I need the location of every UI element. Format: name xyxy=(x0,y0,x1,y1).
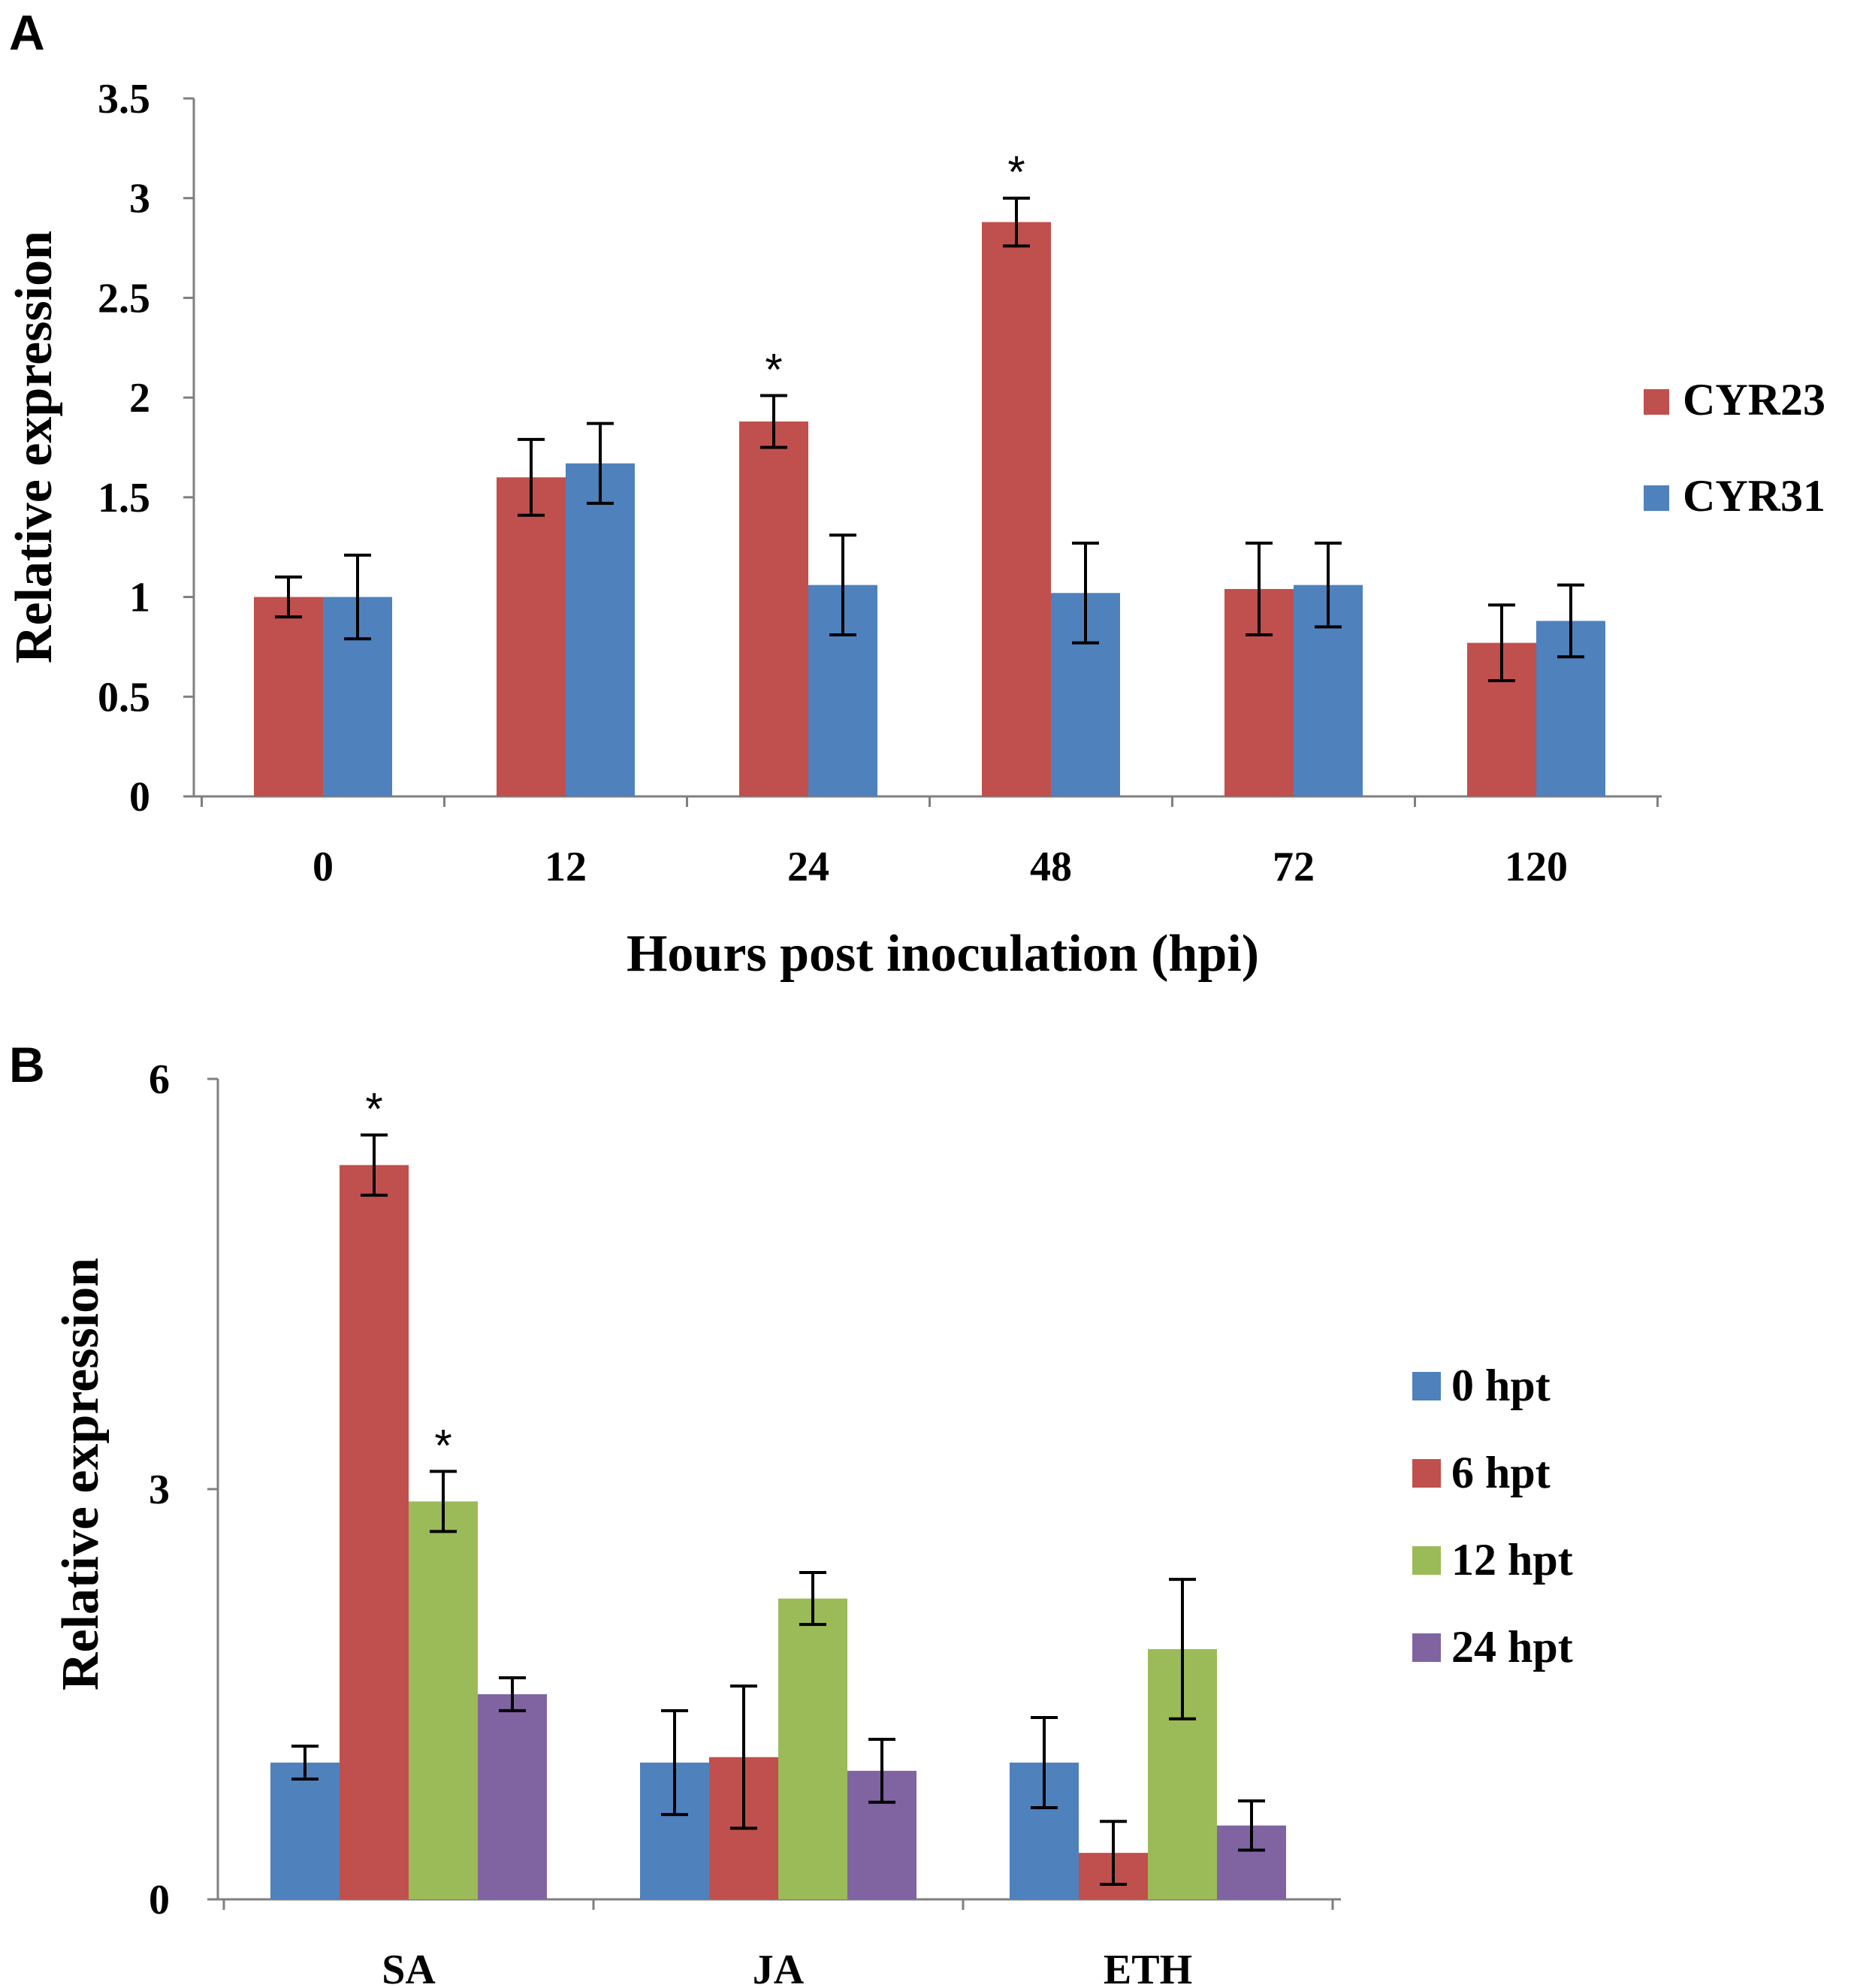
legend: 0 hpt 6 hpt 12 hpt 24 hpt xyxy=(1412,1361,1573,1672)
y-axis-title: Relative expression xyxy=(52,1258,110,1690)
x-tick-label: JA xyxy=(753,1947,805,1988)
legend-swatch xyxy=(1644,485,1669,511)
legend-label: CYR23 xyxy=(1683,375,1825,424)
significance-star: * xyxy=(765,344,782,394)
y-tick-label: 1.5 xyxy=(98,475,150,521)
legend-label: 0 hpt xyxy=(1451,1361,1551,1410)
x-axis-title: Hours post inoculation (hpi) xyxy=(627,925,1259,983)
y-tick-label: 0 xyxy=(149,1877,170,1923)
bar-6-hpt-sa xyxy=(340,1165,409,1899)
y-tick-label: 2 xyxy=(129,375,150,421)
chart-b: 0 3 6 SA JA ETH * * Relative expression 0 hpt 6 hp… xyxy=(52,1056,1573,1988)
y-tick-label: 0 xyxy=(129,774,150,820)
legend-swatch xyxy=(1644,389,1669,415)
legend-swatch xyxy=(1412,1546,1441,1575)
legend-swatch xyxy=(1412,1372,1441,1400)
legend: CYR23 CYR31 xyxy=(1644,375,1825,521)
bar-12-hpt-sa xyxy=(409,1501,478,1899)
y-tick-label: 3.5 xyxy=(98,76,150,122)
significance-star: * xyxy=(1007,147,1025,198)
legend-label: 12 hpt xyxy=(1451,1535,1573,1585)
legend-label: CYR31 xyxy=(1683,471,1825,521)
x-tick-label: SA xyxy=(382,1947,436,1988)
bar-cyr23-0 xyxy=(254,597,323,796)
bar-cyr23-48 xyxy=(982,222,1051,797)
y-tick-label: 3 xyxy=(149,1467,170,1513)
legend-swatch xyxy=(1412,1459,1441,1488)
significance-star: * xyxy=(434,1420,451,1470)
x-tick-label: 12 xyxy=(545,844,587,890)
x-tick-label: ETH xyxy=(1104,1947,1192,1988)
x-tick-label: 0 xyxy=(313,844,334,890)
x-tick-label: 72 xyxy=(1273,844,1315,890)
x-tick-label: 120 xyxy=(1505,844,1568,890)
bar-cyr23-24 xyxy=(739,421,808,796)
bar-24-hpt-sa xyxy=(478,1694,547,1899)
chart-a: 0 0.5 1 1.5 2 2.5 3 3.5 0 12 24 48 72 120 * * Hours post… xyxy=(5,76,1825,983)
y-tick-label: 1 xyxy=(129,575,150,621)
legend-swatch xyxy=(1412,1633,1441,1662)
bar-0-hpt-sa xyxy=(270,1763,340,1899)
significance-star: * xyxy=(365,1084,382,1134)
y-tick-label: 2.5 xyxy=(98,275,150,322)
bar-cyr23-12 xyxy=(497,477,566,796)
x-tick-label: 48 xyxy=(1030,844,1072,890)
y-tick-label: 3 xyxy=(129,176,150,222)
bar-12-hpt-ja xyxy=(778,1598,847,1899)
legend-label: 6 hpt xyxy=(1451,1448,1551,1497)
panel-letter-b: B xyxy=(9,1037,45,1092)
x-tick-label: 24 xyxy=(787,844,829,890)
y-tick-label: 6 xyxy=(149,1056,170,1103)
bar-cyr31-12 xyxy=(566,463,635,796)
y-axis-title: Relative expression xyxy=(5,231,63,663)
panel-letter-a: A xyxy=(9,5,45,60)
legend-label: 24 hpt xyxy=(1451,1622,1573,1672)
y-tick-label: 0.5 xyxy=(98,674,150,721)
